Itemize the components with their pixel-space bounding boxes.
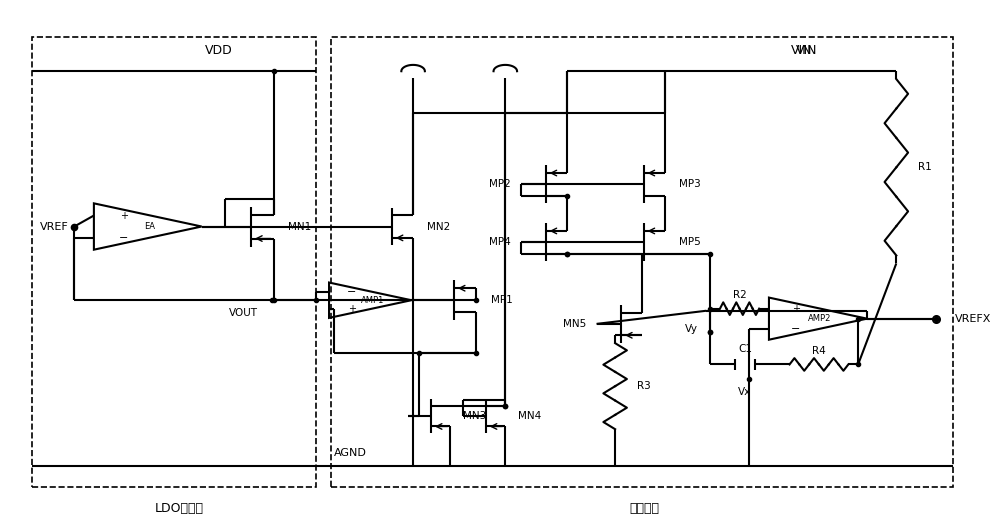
Text: 辅助电路: 辅助电路 bbox=[630, 502, 660, 514]
Text: MP4: MP4 bbox=[489, 237, 510, 247]
Text: AMP1: AMP1 bbox=[360, 296, 384, 305]
Text: Vy: Vy bbox=[685, 324, 698, 334]
Text: +: + bbox=[792, 304, 800, 314]
Text: C1: C1 bbox=[738, 344, 752, 354]
Text: MN4: MN4 bbox=[518, 411, 541, 421]
Text: MP3: MP3 bbox=[679, 179, 701, 189]
Text: MP1: MP1 bbox=[491, 295, 513, 305]
Text: +: + bbox=[348, 304, 356, 314]
Bar bbox=[32, 37, 316, 487]
Text: R4: R4 bbox=[812, 346, 826, 356]
Text: VREF: VREF bbox=[40, 221, 69, 231]
Text: EA: EA bbox=[144, 222, 155, 231]
Text: −: − bbox=[791, 323, 801, 334]
Bar bbox=[331, 37, 953, 487]
Text: Vx: Vx bbox=[738, 387, 751, 397]
Text: AGND: AGND bbox=[334, 448, 367, 458]
Text: VIN: VIN bbox=[791, 44, 812, 56]
Text: R1: R1 bbox=[918, 162, 932, 172]
Text: AMP2: AMP2 bbox=[808, 314, 832, 323]
Text: +: + bbox=[120, 211, 128, 220]
Text: −: − bbox=[119, 232, 128, 243]
Text: VIN: VIN bbox=[795, 44, 817, 56]
Text: MN2: MN2 bbox=[427, 221, 450, 231]
Text: MN5: MN5 bbox=[563, 319, 586, 329]
Text: −: − bbox=[347, 287, 356, 297]
Text: MP5: MP5 bbox=[679, 237, 701, 247]
Text: R2: R2 bbox=[733, 290, 746, 301]
Text: LDO主环路: LDO主环路 bbox=[155, 502, 204, 514]
Text: R3: R3 bbox=[637, 381, 650, 391]
Text: MP2: MP2 bbox=[489, 179, 510, 189]
Text: VOUT: VOUT bbox=[229, 309, 258, 318]
Text: MN1: MN1 bbox=[288, 221, 312, 231]
Text: VDD: VDD bbox=[204, 44, 232, 56]
Text: MN3: MN3 bbox=[463, 411, 487, 421]
Text: VREFX: VREFX bbox=[955, 314, 991, 323]
